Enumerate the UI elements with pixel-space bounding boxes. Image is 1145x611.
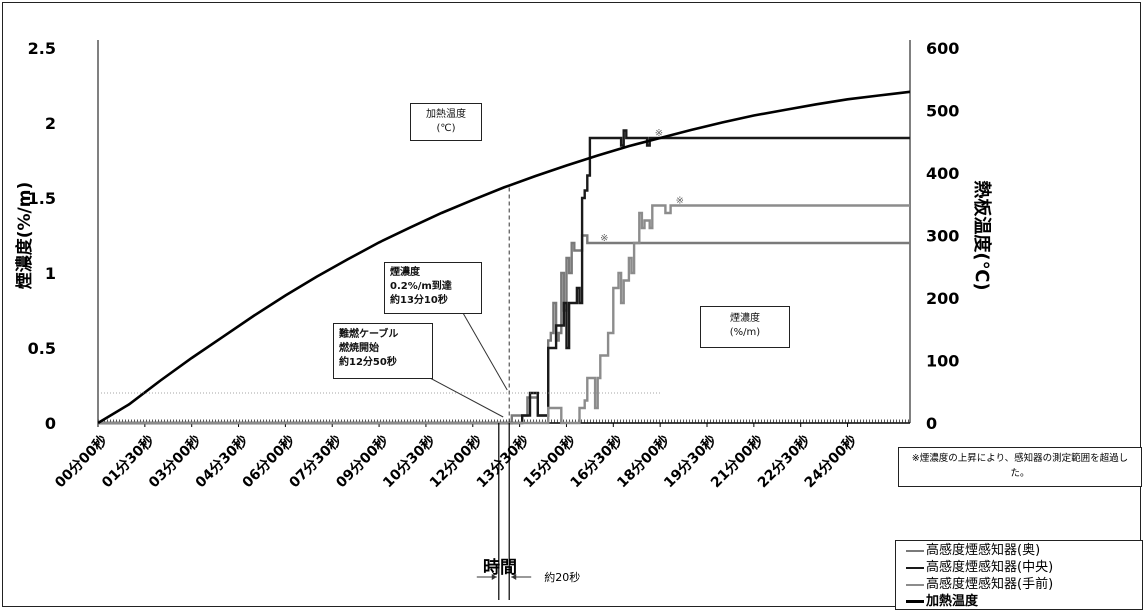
y-tick-label-left: 2.5 [28,39,56,58]
y-tick-label-right: 400 [926,164,959,183]
y-tick-label-right: 100 [926,352,959,371]
y-tick-label-left: 2 [45,114,56,133]
legend-label-front: 高感度煙感知器(手前) [926,577,1054,592]
series-layer [97,90,911,425]
y-tick-label-left: 0.5 [28,339,56,358]
y-axis-title-left: 煙濃度(%/m) [14,182,35,290]
cable-start-line2: 燃焼開始 [339,343,379,354]
overlay: ※ ※ ※ 約20秒 [98,128,684,600]
y-tick-label-right: 200 [926,289,959,308]
smoke-density-label-line1: 煙濃度 [730,313,760,324]
cable-start-annotation-box: 難燃ケーブル 燃焼開始 約12分50秒 [333,323,433,379]
cable-start-line3: 約12分50秒 [339,357,397,368]
smoke-reach-line1: 煙濃度 [390,267,420,278]
cable-start-line1: 難燃ケーブル [339,329,399,340]
legend: 高感度煙感知器(奥) 高感度煙感知器(中央) 高感度煙感知器(手前) 加熱温度 [895,540,1143,610]
heat-temp-label-box: 加熱温度 (℃) [410,103,482,141]
y-tick-label-left: 1.5 [28,189,56,208]
marker-front: ※ [676,196,684,207]
y-tick-label-right: 0 [926,414,937,433]
interval-arrowhead-right [511,574,517,580]
legend-item-front: 高感度煙感知器(手前) [906,576,1142,593]
legend-swatch-center [906,566,924,569]
smoke-reach-line2: 0.2%/m到達 [390,281,452,292]
marker-back: ※ [600,233,608,244]
reach-arrow [462,312,508,391]
interval-label: 約20秒 [544,570,580,584]
y-tick-label-left: 1 [45,264,56,283]
series-heat-temp [97,90,911,425]
x-axis-title: 時間 [483,557,517,578]
note-box: ※煙濃度の上昇により、感知器の測定範囲を超過した。 [898,447,1142,487]
y-tick-label-left: 0 [45,414,56,433]
series-center [98,129,910,425]
series-front [98,204,910,425]
note-text: ※煙濃度の上昇により、感知器の測定範囲を超過した。 [911,453,1129,479]
heat-temp-label-line2: (℃) [436,123,456,134]
legend-item-back: 高感度煙感知器(奥) [906,542,1142,559]
marker-center: ※ [655,128,663,139]
legend-item-heat: 加熱温度 [906,593,1142,610]
smoke-reach-line3: 約13分10秒 [390,295,448,306]
legend-item-center: 高感度煙感知器(中央) [906,559,1142,576]
y-tick-label-right: 600 [926,39,959,58]
y-tick-label-right: 500 [926,102,959,121]
legend-swatch-heat [906,600,924,603]
legend-label-heat: 加熱温度 [926,594,979,609]
legend-label-back: 高感度煙感知器(奥) [926,543,1041,558]
interval-arrowhead-left [491,574,497,580]
heat-temp-label-line1: 加熱温度 [426,109,466,120]
series-back [98,234,910,425]
legend-swatch-front [906,583,924,586]
cable-arrow [429,377,504,418]
y-axis-title-right: 熱板温度(℃) [971,180,993,290]
smoke-reach-annotation-box: 煙濃度 0.2%/m到達 約13分10秒 [384,262,482,314]
y-tick-label-right: 300 [926,227,959,246]
legend-label-center: 高感度煙感知器(中央) [926,560,1054,575]
legend-swatch-back [906,549,924,552]
smoke-density-label-box: 煙濃度 (%/m) [700,306,790,348]
smoke-density-label-line2: (%/m) [729,327,761,338]
